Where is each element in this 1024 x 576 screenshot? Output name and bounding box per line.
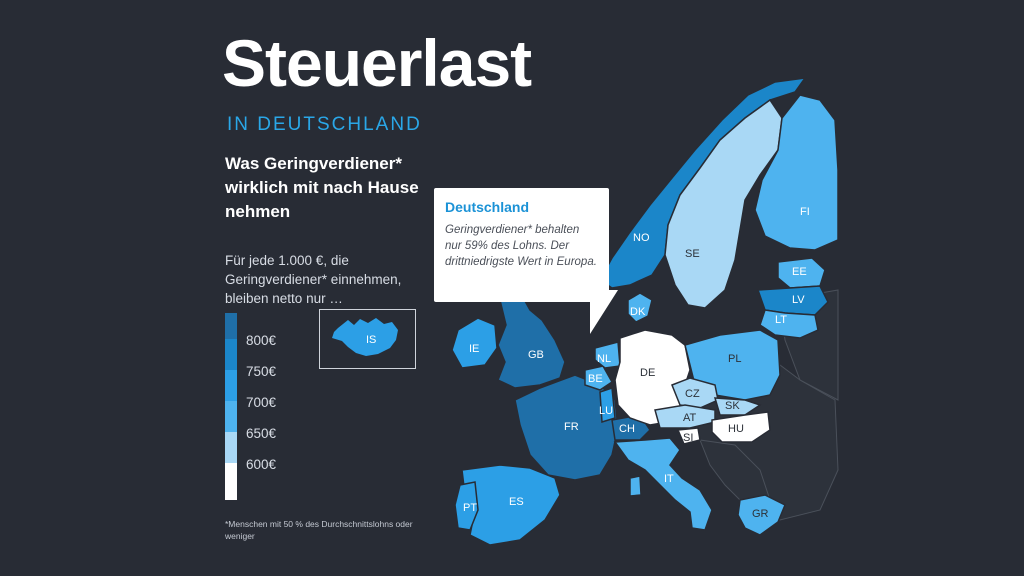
country-cz <box>671 377 719 409</box>
label-lu: LU <box>599 405 613 417</box>
label-se: SE <box>685 248 700 260</box>
legend-swatch-top <box>225 313 237 339</box>
country-pl <box>684 329 781 401</box>
callout-body: Geringverdiener* behalten nur 59% des Lo… <box>445 224 597 268</box>
other-countries-balkans <box>699 439 771 506</box>
country-de <box>614 329 696 426</box>
country-ee <box>777 257 826 289</box>
label-be: BE <box>588 373 603 385</box>
label-at: AT <box>683 412 697 424</box>
label-cz: CZ <box>685 388 700 400</box>
label-de: DE <box>640 367 655 379</box>
legend-swatch-800 <box>225 339 237 370</box>
label-is: IS <box>366 334 376 346</box>
country-gb <box>497 291 566 389</box>
country-ie <box>451 317 498 369</box>
germany-callout: Deutschland Geringverdiener* behalten nu… <box>434 188 609 302</box>
country-it <box>613 437 713 531</box>
legend-swatch-750 <box>225 370 237 401</box>
legend-swatch-650 <box>225 432 237 463</box>
label-lv: LV <box>792 294 805 306</box>
label-si: SI <box>683 432 693 444</box>
country-dk <box>627 292 653 323</box>
label-gb: GB <box>528 349 544 361</box>
country-hu <box>711 411 771 443</box>
other-countries <box>689 349 839 521</box>
callout-title: Deutschland <box>445 199 530 215</box>
label-ee: EE <box>792 266 807 278</box>
country-se <box>664 98 783 309</box>
other-countries-east <box>779 289 839 401</box>
iceland-inset: IS <box>319 309 416 369</box>
country-fr <box>514 374 619 481</box>
iceland-inset-svg: IS <box>332 318 398 356</box>
label-hu: HU <box>728 423 744 435</box>
country-ch <box>611 414 651 441</box>
label-it: IT <box>664 473 674 485</box>
label-sk: SK <box>725 400 740 412</box>
country-sk <box>713 397 762 416</box>
label-pt: PT <box>463 502 477 514</box>
page-title: Steuerlast <box>222 26 532 100</box>
legend-label-650: 650€ <box>246 426 277 441</box>
country-lv <box>756 285 829 316</box>
label-nl: NL <box>597 353 611 365</box>
label-lt: LT <box>775 314 787 326</box>
label-pl: PL <box>728 353 741 365</box>
legend-label-750: 750€ <box>246 364 277 379</box>
country-pt <box>454 481 479 531</box>
legend-label-600: 600€ <box>246 457 277 472</box>
footnote: *Menschen mit 50 % des Durchschnittslohn… <box>225 519 413 541</box>
country-es <box>461 464 561 546</box>
country-be <box>584 365 613 391</box>
intro-text: Für jede 1.000 €, die Geringverdiener* e… <box>225 253 402 306</box>
country-at <box>654 404 716 429</box>
country-si <box>676 427 701 445</box>
callout-pointer <box>590 290 618 334</box>
legend-label-700: 700€ <box>246 395 277 410</box>
country-gr <box>737 494 786 536</box>
label-es: ES <box>509 496 524 508</box>
section-heading: Was Geringverdiener* wirklich mit nach H… <box>225 154 419 221</box>
country-nl <box>594 341 621 369</box>
legend-swatch-600 <box>225 463 237 500</box>
label-gr: GR <box>752 508 769 520</box>
country-it-sardinia <box>629 475 642 497</box>
country-lt <box>759 309 819 339</box>
country-fi <box>754 94 839 251</box>
label-ie: IE <box>469 343 479 355</box>
label-fr: FR <box>564 421 579 433</box>
country-lu <box>599 386 616 423</box>
label-no: NO <box>633 232 650 244</box>
label-fi: FI <box>800 206 810 218</box>
country-no <box>599 77 807 289</box>
legend-label-800: 800€ <box>246 333 277 348</box>
page-subtitle: IN DEUTSCHLAND <box>227 114 422 135</box>
country-is <box>332 318 398 356</box>
legend-swatch-700 <box>225 401 237 432</box>
label-dk: DK <box>630 306 646 318</box>
label-ch: CH <box>619 423 635 435</box>
